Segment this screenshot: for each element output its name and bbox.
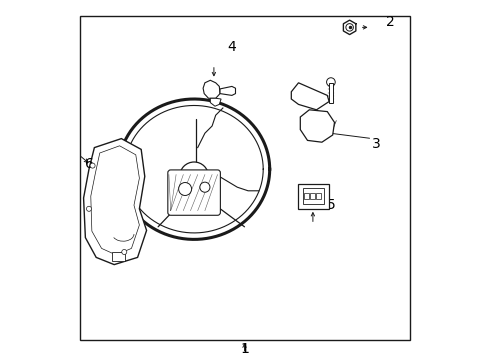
Bar: [302, 188, 323, 204]
Text: 2: 2: [385, 15, 394, 29]
Polygon shape: [210, 98, 221, 106]
Bar: [80, 16, 409, 340]
Polygon shape: [220, 86, 235, 95]
Bar: [310, 193, 314, 199]
Polygon shape: [300, 110, 334, 142]
Circle shape: [326, 78, 335, 86]
Text: 6: 6: [84, 157, 93, 171]
Bar: [303, 193, 308, 199]
FancyBboxPatch shape: [167, 170, 220, 215]
Text: 3: 3: [371, 137, 380, 151]
Circle shape: [90, 163, 95, 168]
Polygon shape: [291, 83, 328, 110]
Bar: [112, 252, 125, 261]
Bar: [316, 193, 320, 199]
Bar: [297, 184, 329, 209]
Bar: [328, 83, 332, 103]
Circle shape: [345, 24, 353, 31]
Text: 4: 4: [227, 40, 236, 54]
Polygon shape: [83, 139, 146, 265]
Circle shape: [86, 206, 91, 211]
Circle shape: [179, 162, 208, 191]
Circle shape: [200, 182, 209, 192]
Text: 5: 5: [326, 198, 335, 212]
Text: 1: 1: [240, 342, 248, 356]
Circle shape: [122, 249, 126, 255]
Circle shape: [178, 183, 191, 195]
Polygon shape: [203, 80, 220, 98]
